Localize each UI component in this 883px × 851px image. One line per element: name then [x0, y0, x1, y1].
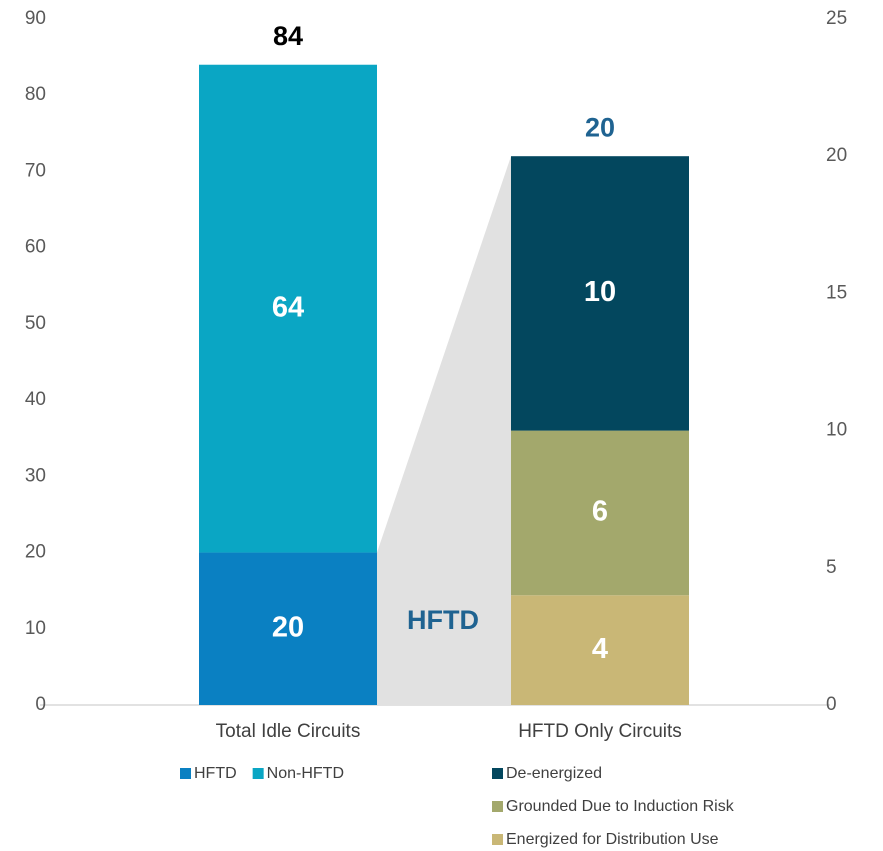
bar-segment	[199, 64, 377, 553]
y-tick-label: 60	[25, 237, 46, 258]
value-label: 6	[592, 496, 608, 528]
y2-tick-label: 15	[826, 282, 847, 303]
value-label: 10	[584, 276, 616, 308]
annotation: HFTD	[407, 605, 479, 635]
bar-segment	[511, 430, 689, 596]
y-tick-label: 20	[25, 542, 46, 563]
bar-segment	[199, 552, 377, 705]
y-tick-label: 30	[25, 465, 46, 486]
legend-swatch	[180, 768, 191, 779]
y2-tick-label: 10	[826, 420, 847, 441]
total-label: 20	[585, 112, 615, 142]
y2-tick-label: 5	[826, 557, 837, 578]
legend-label: Energized for Distribution Use	[506, 831, 719, 848]
legend-label: HFTD	[194, 765, 237, 782]
legend-swatch	[492, 834, 503, 845]
legend-swatch	[492, 801, 503, 812]
y2-tick-label: 0	[826, 694, 837, 715]
y2-tick-label: 20	[826, 145, 847, 166]
y-tick-label: 40	[25, 389, 46, 410]
legend-label: Non-HFTD	[267, 765, 344, 782]
y-tick-label: 70	[25, 160, 46, 181]
value-label: 64	[272, 291, 304, 323]
y-tick-label: 90	[25, 8, 46, 29]
bar-segment	[511, 595, 689, 705]
connector	[377, 156, 511, 705]
x-tick-label: Total Idle Circuits	[216, 721, 361, 742]
legend-label: Grounded Due to Induction Risk	[506, 798, 735, 815]
legend-swatch	[252, 768, 264, 779]
bar-segment	[511, 156, 689, 431]
y2-tick-label: 25	[826, 8, 847, 29]
y-tick-label: 0	[35, 694, 46, 715]
legend-swatch	[492, 768, 503, 779]
total-label: 84	[273, 21, 303, 51]
y-tick-label: 80	[25, 84, 46, 105]
y-tick-label: 50	[25, 313, 46, 334]
y-tick-label: 10	[25, 618, 46, 639]
x-tick-label: HFTD Only Circuits	[518, 721, 682, 742]
value-label: 4	[592, 633, 608, 665]
legend-label: De-energized	[506, 765, 602, 782]
value-label: 20	[272, 611, 304, 643]
